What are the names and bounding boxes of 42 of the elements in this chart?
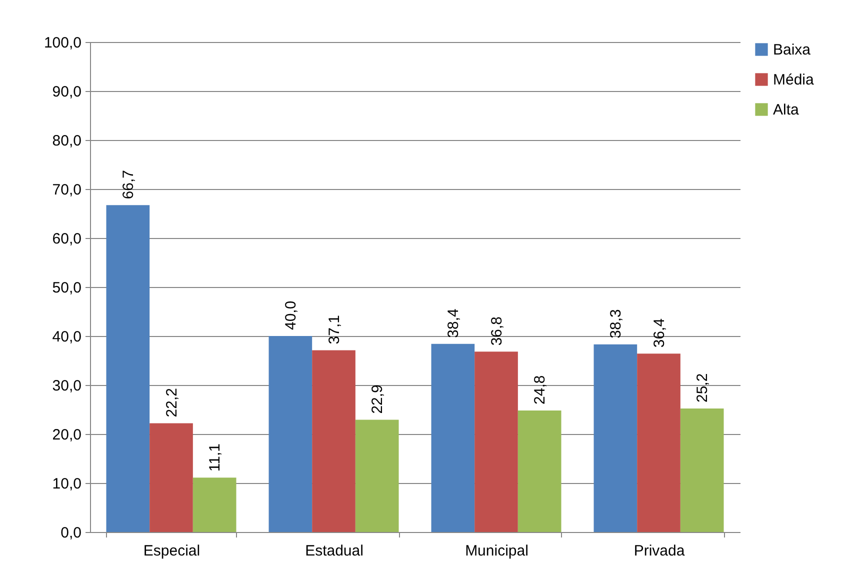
bar	[355, 420, 399, 532]
bar	[268, 336, 312, 532]
y-tick-label: 20,0	[52, 426, 82, 444]
data-label: 66,7	[120, 170, 137, 200]
bar	[106, 205, 150, 532]
legend-label: Alta	[773, 102, 800, 118]
bar	[312, 350, 356, 532]
data-label: 24,8	[532, 375, 549, 404]
bar	[192, 478, 236, 532]
x-tick-label: Estadual	[305, 542, 364, 560]
y-tick-label: 100,0	[44, 34, 82, 52]
bar	[474, 352, 518, 532]
y-tick-label: 40,0	[52, 328, 82, 346]
y-tick-label: 80,0	[52, 132, 82, 150]
data-label: 36,8	[488, 316, 506, 346]
legend-label: Média	[773, 72, 815, 88]
data-label: 22,9	[369, 384, 386, 414]
x-tick-label: Especial	[143, 542, 200, 560]
legend-label: Baixa	[773, 42, 812, 58]
data-label: 38,3	[607, 309, 624, 338]
data-label: 25,2	[694, 373, 712, 403]
y-tick-label: 10,0	[52, 476, 82, 492]
data-label: 36,4	[650, 318, 668, 348]
y-tick-label: 70,0	[52, 182, 82, 198]
y-tick-label: 50,0	[52, 280, 82, 296]
bar	[637, 354, 680, 532]
data-label: 22,2	[163, 388, 180, 418]
y-tick-label: 60,0	[52, 230, 82, 248]
bar	[518, 410, 562, 532]
y-tick-label: 90,0	[52, 84, 82, 100]
bar	[680, 408, 724, 532]
x-tick-label: Municipal	[465, 542, 528, 560]
data-label: 37,1	[326, 315, 343, 344]
data-label: 40,0	[282, 300, 300, 330]
data-label: 38,4	[444, 308, 462, 338]
data-label: 11,1	[206, 444, 224, 472]
y-tick-label: 30,0	[52, 378, 82, 394]
x-tick-label: Privada	[634, 542, 686, 560]
bar	[150, 423, 193, 532]
bar	[594, 344, 638, 532]
bar	[431, 344, 475, 532]
y-tick-label: 0,0	[60, 524, 82, 542]
